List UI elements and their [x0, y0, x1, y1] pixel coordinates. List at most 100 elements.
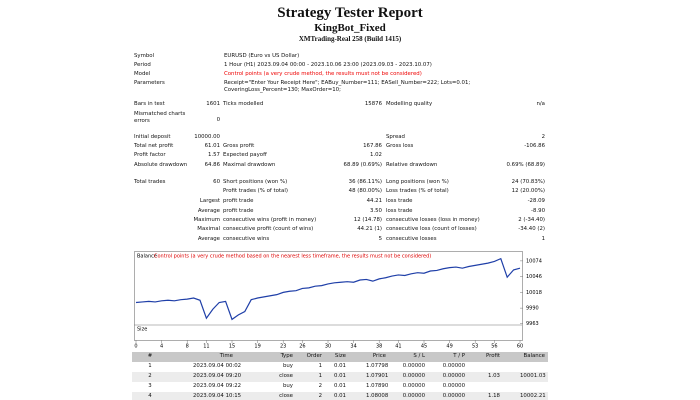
table-cell: 10001.03: [520, 373, 546, 379]
table-cell: 4: [148, 393, 152, 399]
column-header: S / L: [413, 353, 425, 359]
stat-value: 1601: [206, 101, 220, 107]
stat-label: consecutive wins: [223, 236, 270, 242]
table-cell: 1: [318, 363, 322, 369]
stat-label: Gross loss: [386, 143, 414, 149]
x-tick-label: 38: [376, 344, 382, 350]
x-tick-label: 30: [325, 344, 331, 350]
stat-qualifier: Largest: [199, 198, 220, 204]
y-tick-label: 9963: [526, 321, 539, 327]
x-tick-label: 60: [517, 344, 523, 350]
table-cell: 0.00000: [402, 393, 425, 399]
table-cell: 2: [148, 373, 152, 379]
stat-value: 12 (20.00%): [511, 188, 545, 194]
stat-value: -106.86: [524, 143, 545, 149]
stat-value: 61.01: [204, 143, 220, 149]
x-tick-label: 15: [229, 344, 235, 350]
stat-label: Loss trades (% of total): [386, 188, 449, 194]
info-value: 1 Hour (H1) 2023.09.04 00:00 - 2023.10.0…: [224, 62, 432, 68]
stat-value: 64.86: [204, 162, 220, 168]
stat-value: 44.21: [366, 198, 382, 204]
column-header: Price: [372, 353, 386, 359]
x-tick-label: 8: [186, 344, 189, 350]
table-cell: 2023.09.04 09:22: [193, 383, 242, 389]
stat-label: Profit trades (% of total): [223, 188, 288, 194]
stat-value: 0: [216, 117, 220, 123]
stat-label: Maximal drawdown: [223, 162, 276, 168]
y-tick-label: 9990: [526, 306, 539, 312]
stat-qualifier: Average: [197, 208, 220, 214]
stat-value: 167.86: [363, 143, 382, 149]
stat-label: loss trade: [386, 198, 413, 204]
stat-value: 0.69% (68.89): [506, 162, 545, 168]
table-cell: 1.07798: [366, 363, 389, 369]
table-cell: 1.03: [487, 373, 500, 379]
stat-value: 1.02: [369, 152, 382, 158]
column-header: Type: [280, 353, 293, 359]
y-tick-label: 10074: [526, 258, 542, 264]
row-bg: [132, 392, 548, 400]
stat-value: 12 (14.78): [353, 217, 382, 223]
row-bg: [132, 372, 548, 382]
stat-label: Relative drawdown: [386, 162, 438, 168]
stat-qualifier: Maximal: [197, 226, 220, 232]
table-cell: 1.07901: [366, 373, 389, 379]
stat-value: 5: [378, 236, 382, 242]
info-value: Control points (a very crude method, the…: [224, 71, 422, 77]
table-cell: 0.00000: [402, 373, 425, 379]
table-cell: 2023.09.04 00:02: [193, 363, 242, 369]
column-header: Size: [334, 353, 346, 359]
stat-label: Modelling quality: [386, 101, 433, 107]
table-cell: 0.01: [333, 393, 346, 399]
table-cell: 2: [318, 393, 322, 399]
x-tick-label: 34: [350, 344, 356, 350]
x-tick-label: 26: [299, 344, 305, 350]
stat-label: Gross profit: [223, 143, 255, 149]
stat-label: Mismatched charts errors: [134, 111, 186, 124]
stat-value: -34.40 (2): [518, 226, 545, 232]
table-cell: 0.01: [333, 363, 346, 369]
table-cell: 0.01: [333, 373, 346, 379]
column-header: Balance: [523, 353, 546, 359]
stat-label: Initial deposit: [134, 134, 171, 140]
stat-value: 60: [213, 179, 220, 185]
stat-value: 15876: [364, 101, 382, 107]
stat-value: -28.09: [527, 198, 545, 204]
table-cell: 1: [318, 373, 322, 379]
table-cell: 1.18: [487, 393, 500, 399]
stat-value: 68.89 (0.69%): [343, 162, 382, 168]
x-tick-label: 53: [472, 344, 478, 350]
stat-label: consecutive losses (loss in money): [386, 217, 480, 223]
x-tick-label: 0: [134, 344, 137, 350]
stat-label: Ticks modelled: [223, 101, 264, 107]
stat-label: Long positions (won %): [386, 179, 449, 185]
stat-value: 2 (-34.40): [518, 217, 545, 223]
stat-value: 44.21 (1): [357, 226, 382, 232]
x-tick-label: 41: [395, 344, 401, 350]
size-label: Size: [137, 327, 147, 333]
stat-value: 10000.00: [194, 134, 220, 140]
balance-chart: Balance Control points (a very crude met…: [134, 251, 542, 350]
info-label: Symbol: [134, 53, 155, 59]
column-header: T / P: [453, 353, 465, 359]
stat-label: Total net profit: [134, 143, 174, 149]
y-tick-label: 10046: [526, 274, 542, 280]
stat-qualifier: Average: [197, 236, 220, 242]
stat-label: profit trade: [223, 208, 254, 214]
table-cell: 0.00000: [402, 363, 425, 369]
x-tick-label: 49: [446, 344, 452, 350]
x-tick-label: 4: [160, 344, 163, 350]
stat-label: consecutive loss (count of losses): [386, 226, 477, 232]
x-tick-label: 19: [254, 344, 260, 350]
x-tick-label: 45: [421, 344, 427, 350]
stat-qualifier: Maximum: [193, 217, 220, 223]
stat-label: Bars in test: [134, 101, 165, 107]
info-label: Period: [134, 62, 151, 68]
table-cell: close: [279, 393, 293, 399]
table-cell: 0.00000: [442, 373, 465, 379]
stat-label: loss trade: [386, 208, 413, 214]
stat-label: Total trades: [134, 179, 166, 185]
info-value: EURUSD (Euro vs US Dollar): [224, 53, 300, 59]
report-subtitle: KingBot_Fixed: [314, 22, 386, 34]
stat-label: Profit factor: [134, 152, 166, 158]
